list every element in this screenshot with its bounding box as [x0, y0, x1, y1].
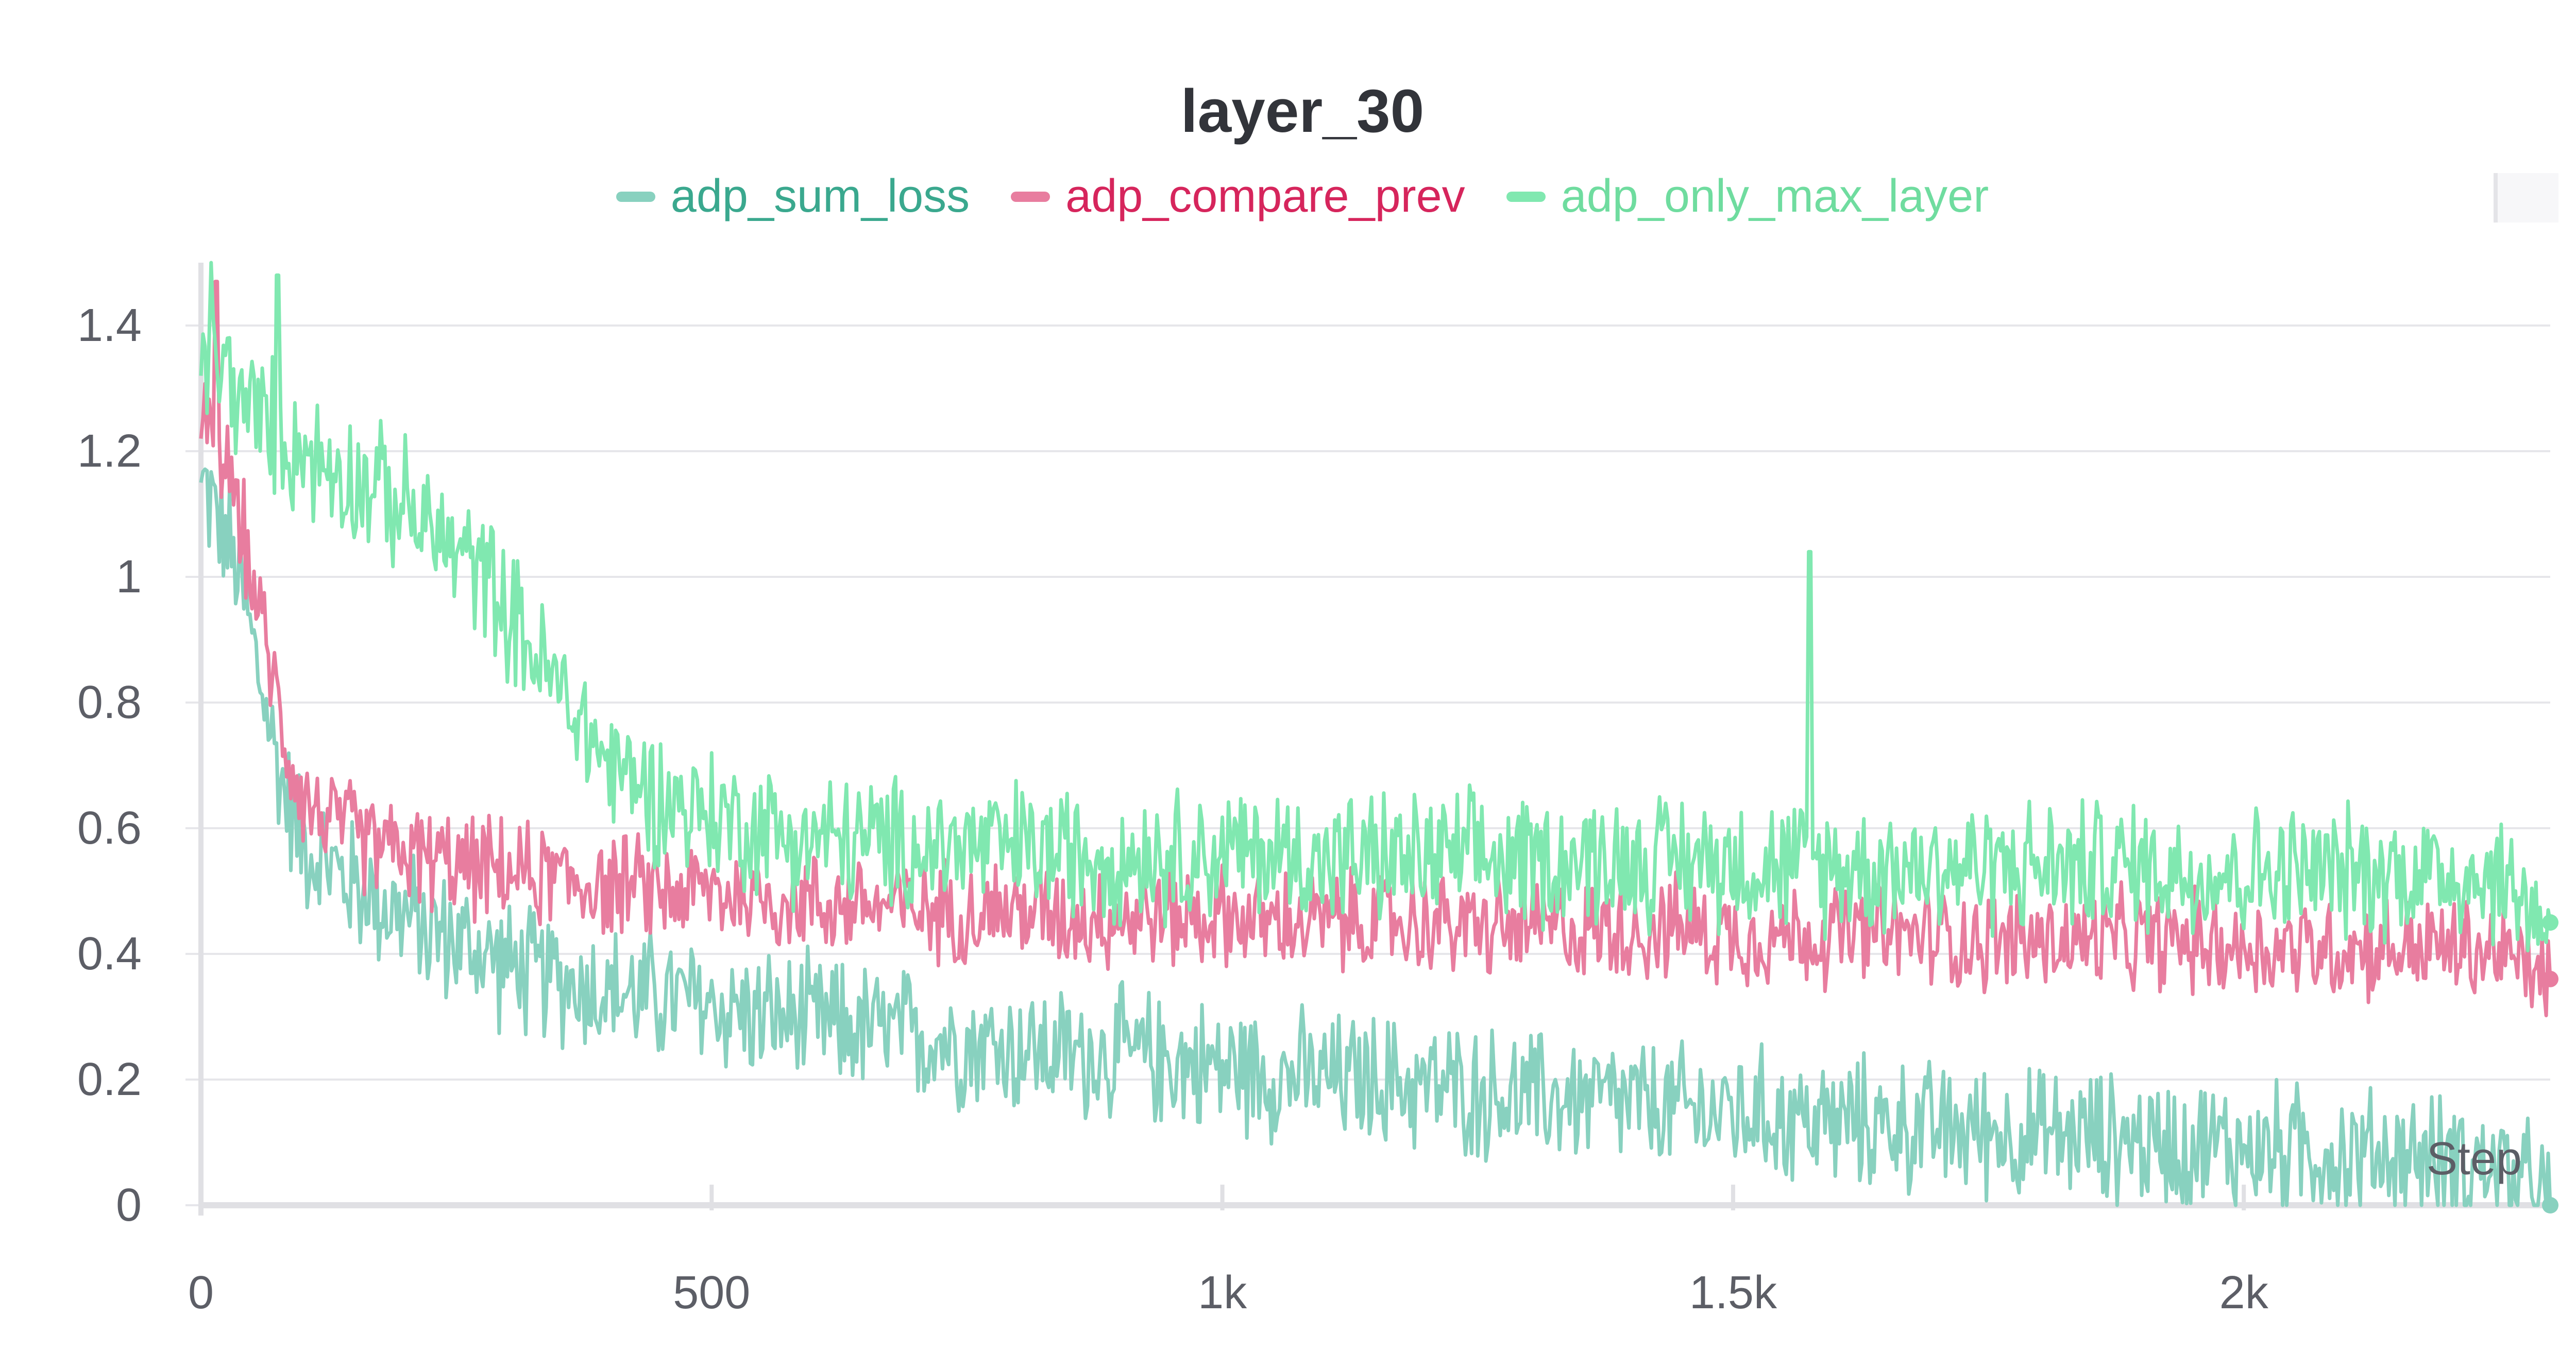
- legend: adp_sum_loss adp_compare_prev adp_only_m…: [0, 170, 2576, 223]
- legend-swatch-adp-compare-prev: [1011, 191, 1050, 202]
- y-tick-label: 1.4: [77, 300, 142, 351]
- legend-item-adp-only-max-layer[interactable]: adp_only_max_layer: [1506, 170, 1989, 223]
- y-tick-label: 0.4: [77, 928, 142, 980]
- y-tick-label: 1.2: [77, 425, 142, 477]
- endpoint-adp-sum-loss: [2542, 1197, 2558, 1213]
- legend-label-adp-only-max-layer: adp_only_max_layer: [1561, 170, 1989, 222]
- legend-swatch-adp-only-max-layer: [1506, 191, 1546, 202]
- line-adp-sum-loss: [199, 467, 2552, 1207]
- legend-item-adp-compare-prev[interactable]: adp_compare_prev: [1011, 170, 1465, 223]
- chart-title: layer_30: [1180, 77, 1425, 145]
- y-tick-label: 1: [116, 551, 142, 603]
- y-tick-label: 0: [116, 1179, 142, 1231]
- line-adp-only-max-layer: [199, 261, 2552, 953]
- x-tick-label: 500: [673, 1267, 750, 1319]
- legend-swatch-adp-sum-loss: [616, 191, 655, 202]
- x-tick-label: 1k: [1198, 1267, 1247, 1319]
- legend-label-adp-sum-loss: adp_sum_loss: [670, 170, 970, 222]
- endpoint-adp-only-max-layer: [2542, 914, 2558, 931]
- y-tick-label: 0.2: [77, 1054, 142, 1105]
- line-adp-compare-prev: [199, 280, 2552, 1018]
- x-tick-label: 0: [188, 1267, 214, 1319]
- legend-item-adp-sum-loss[interactable]: adp_sum_loss: [616, 170, 970, 223]
- x-tick-label: 2k: [2219, 1267, 2269, 1319]
- y-tick-label: 0.6: [77, 802, 142, 854]
- legend-label-adp-compare-prev: adp_compare_prev: [1065, 170, 1465, 222]
- x-axis-label: Step: [2427, 1133, 2522, 1185]
- x-tick-label: 1.5k: [1689, 1267, 1777, 1319]
- endpoint-adp-compare-prev: [2542, 970, 2558, 987]
- y-tick-label: 0.8: [77, 677, 142, 728]
- legend-scroll-handle[interactable]: [2494, 173, 2558, 223]
